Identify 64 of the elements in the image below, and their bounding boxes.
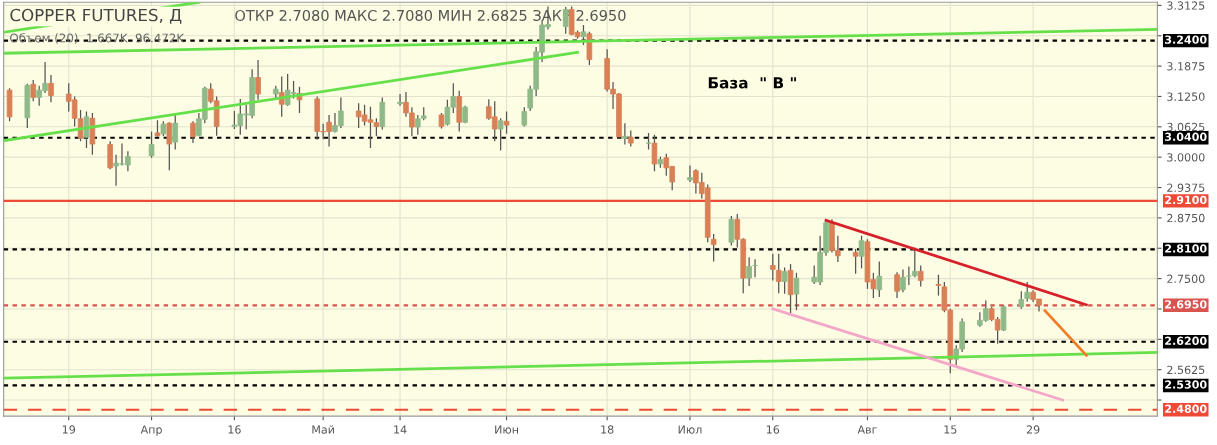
annotation: База " В " <box>708 77 796 89</box>
y-tick-label: 2.5625 <box>1167 365 1205 375</box>
candlestick <box>728 215 735 247</box>
x-tick-label: Апр <box>140 425 162 436</box>
ref-line-label: 2.5300 <box>1165 380 1207 389</box>
ref-line-label: 3.0400 <box>1165 132 1207 141</box>
y-tick-label: 2.9375 <box>1167 183 1205 192</box>
candlestick <box>190 120 196 144</box>
x-tick-label: Май <box>312 425 334 434</box>
candlestick <box>876 260 883 298</box>
candlestick <box>746 256 752 287</box>
candlestick <box>793 272 800 311</box>
y-tick-label: 3.0625 <box>1167 122 1205 132</box>
candlestick <box>651 134 658 172</box>
candlestick <box>1000 304 1007 332</box>
ref-line-label: 2.9100 <box>1165 195 1207 205</box>
candlestick <box>107 140 113 170</box>
x-tick-label: 16 <box>766 425 780 434</box>
candlestick <box>255 59 261 101</box>
chart-title: COPPER FUTURES, Д <box>10 8 182 24</box>
candlestick <box>710 233 717 263</box>
x-tick-label: Июл <box>678 425 702 434</box>
y-tick-label: 2.8750 <box>1167 213 1205 223</box>
candlestick <box>397 93 403 107</box>
y-tick-label: 3.1875 <box>1167 62 1205 71</box>
candlestick <box>935 274 942 297</box>
candlestick <box>770 253 776 282</box>
candlestick <box>900 268 906 293</box>
x-tick-label: 19 <box>62 425 76 434</box>
candlestick <box>622 122 628 146</box>
x-tick-label: Июн <box>495 425 519 434</box>
x-tick-label: 14 <box>394 425 407 434</box>
candlestick <box>497 117 504 152</box>
candlestick <box>30 79 37 102</box>
candlestick <box>852 248 859 275</box>
candlestick <box>781 266 788 295</box>
candlestick <box>775 253 782 294</box>
y-tick-label: 2.7500 <box>1167 274 1205 283</box>
y-tick-label: 3.1250 <box>1167 92 1205 101</box>
candlestick <box>580 24 587 46</box>
y-tick-label: 3.0000 <box>1167 153 1205 162</box>
candlestick <box>687 164 693 183</box>
candlestick <box>83 110 90 149</box>
x-tick-label: 29 <box>1026 425 1040 434</box>
candlestick <box>148 130 155 159</box>
candlestick <box>894 271 900 299</box>
candlestick <box>1024 281 1030 303</box>
x-tick-label: 18 <box>601 425 614 434</box>
ref-line-label: 2.8100 <box>1165 244 1207 253</box>
ref-line-label: 3.2400 <box>1165 35 1207 44</box>
candlestick <box>858 235 865 270</box>
candlestick <box>166 121 173 171</box>
candlestick <box>917 264 924 288</box>
x-tick-label: Авг <box>857 425 877 434</box>
annotation: Объем (20) 1.667K 96.472K <box>10 33 185 44</box>
candlestick <box>48 74 54 103</box>
candlestick <box>521 106 528 128</box>
y-tick-label: 3.3125 <box>1167 1 1205 10</box>
ref-line-label: 2.6200 <box>1165 336 1207 345</box>
x-tick-label: 16 <box>228 425 241 434</box>
ref-line-label: 2.4800 <box>1165 404 1207 413</box>
ref-line-label: 2.6950 <box>1165 300 1207 309</box>
x-tick-label: 15 <box>944 425 957 434</box>
candlestick <box>503 110 510 135</box>
